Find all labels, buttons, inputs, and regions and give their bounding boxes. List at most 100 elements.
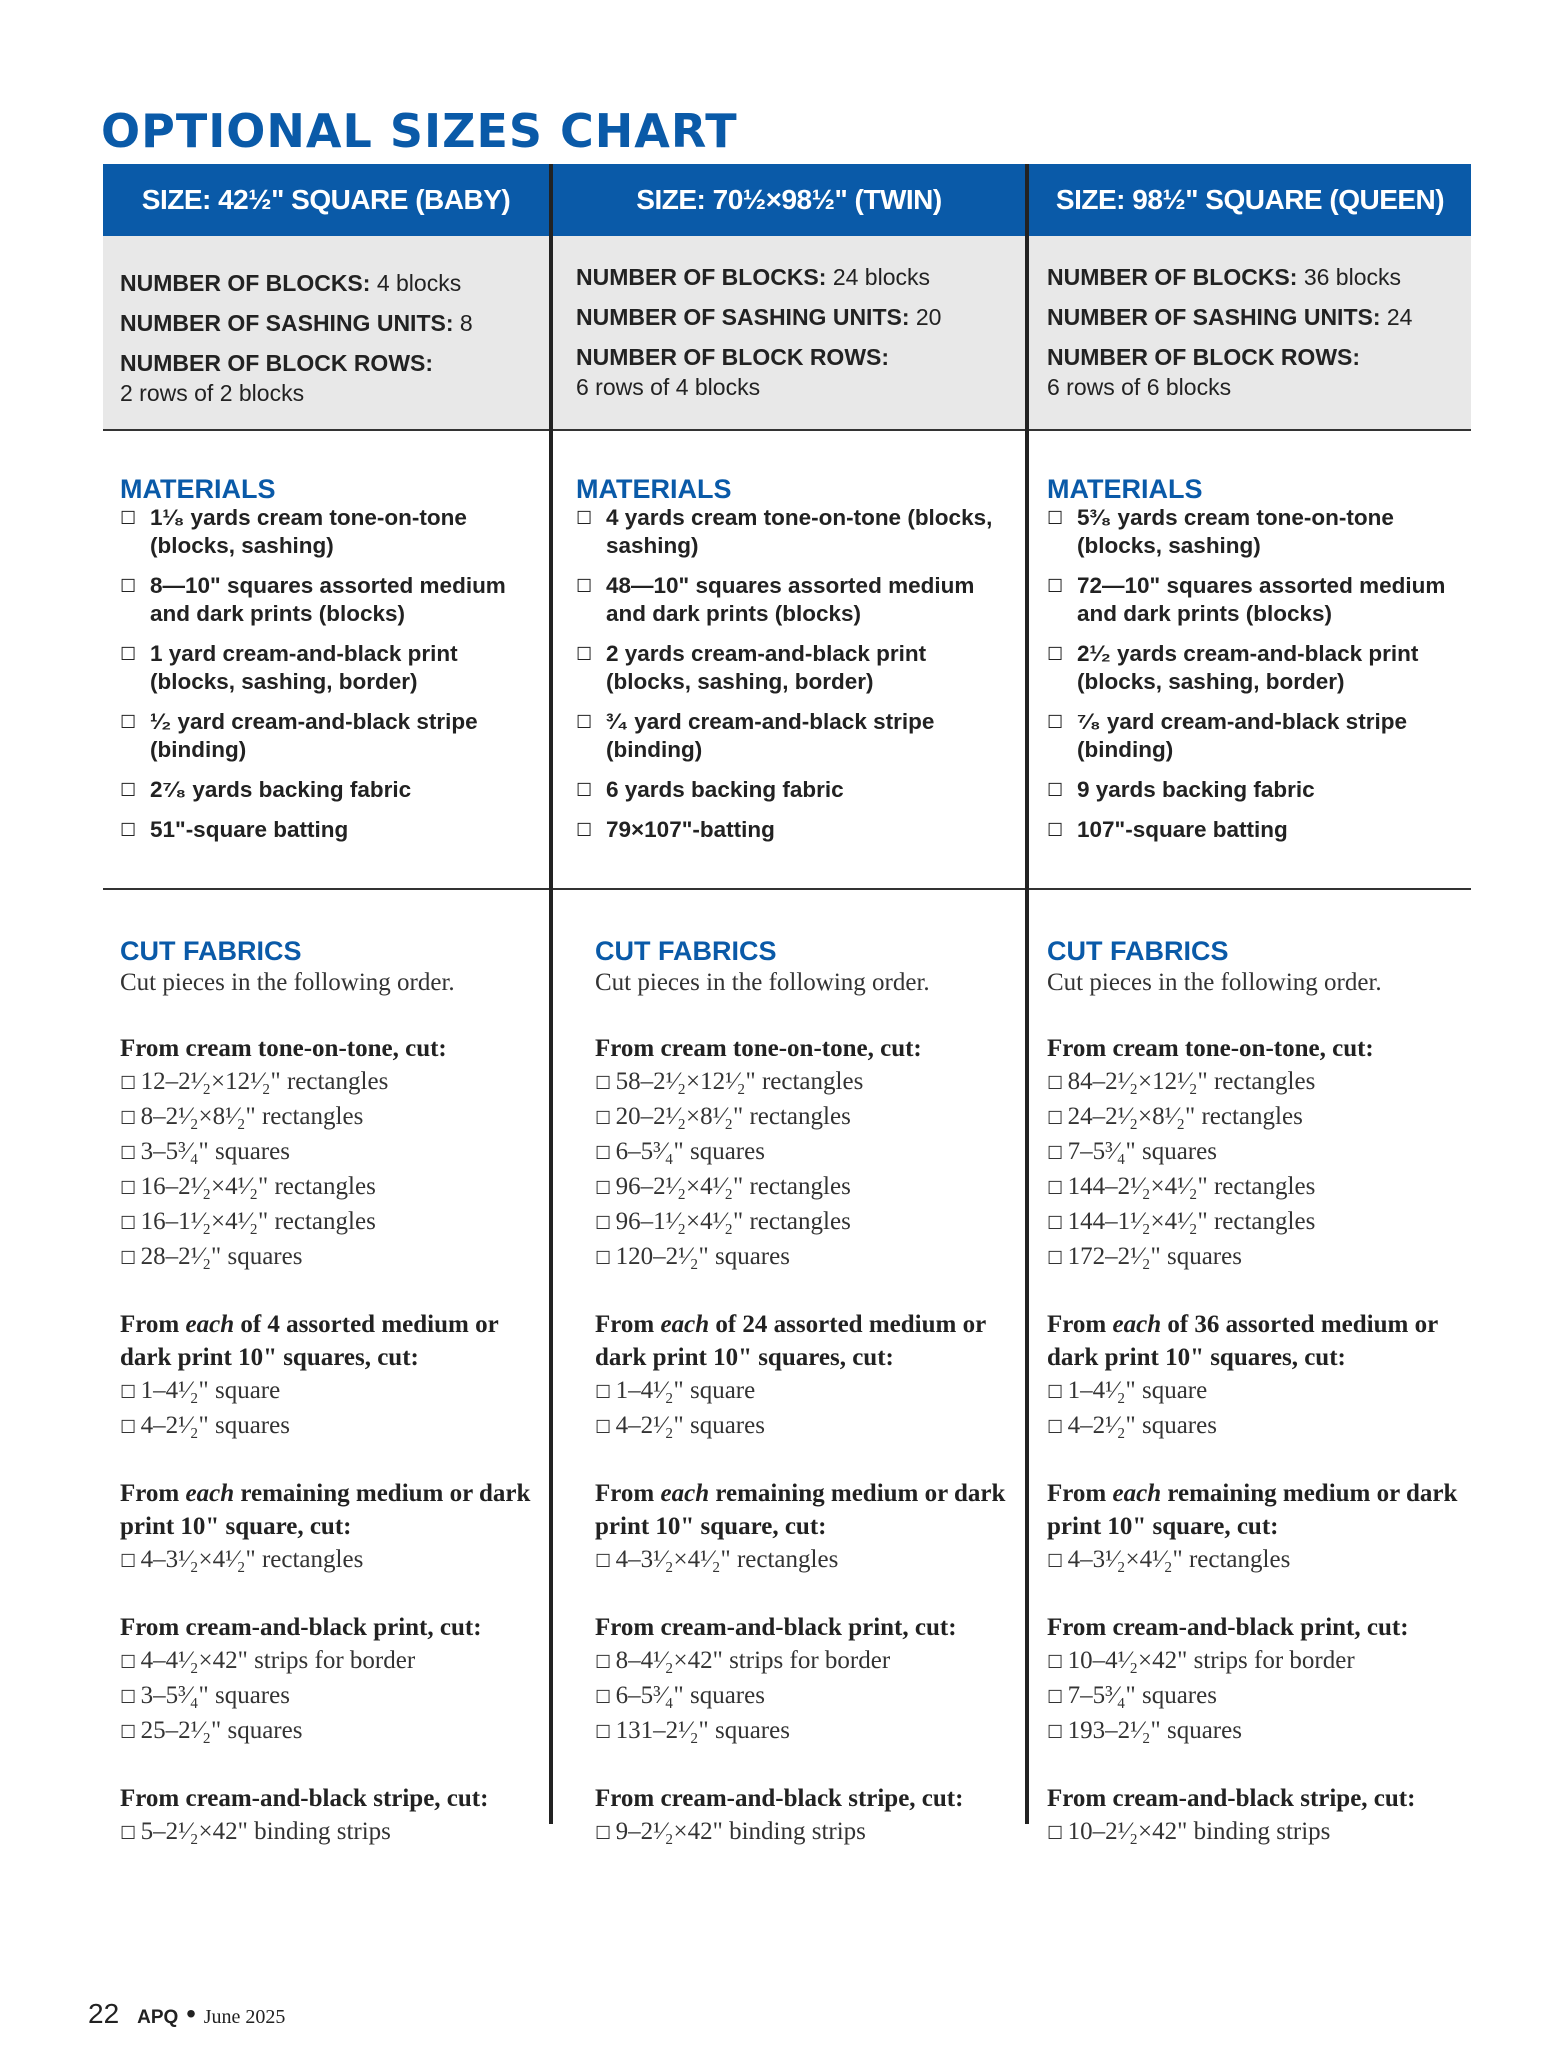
cut-text: 144–2¹⁄₂×4¹⁄₂" rectangles: [1067, 1173, 1316, 1200]
empty-checkbox-icon: ☐: [120, 1213, 141, 1233]
empty-checkbox-icon: ☐: [1047, 1248, 1068, 1268]
heading-text: From cream-and-black stripe, cut:: [120, 1785, 489, 1812]
empty-checkbox-icon: ☐: [576, 576, 593, 596]
empty-checkbox-icon: ☐: [1047, 576, 1064, 596]
cut-text: 5–2¹⁄₂×42" binding strips: [140, 1818, 391, 1845]
material-item: ☐ 1 yard cream-and-black print (blocks, s…: [120, 640, 539, 696]
blocks-info: NUMBER OF BLOCKS: 24 blocks: [576, 262, 941, 292]
blocks-value: 4 blocks: [376, 270, 462, 296]
blocks-label: NUMBER OF BLOCKS:: [120, 270, 371, 296]
size-column: SIZE: 98½" SQUARE (QUEEN) NUMBER OF BLOCK…: [1025, 164, 1471, 1845]
blocks-value: 36 blocks: [1303, 264, 1401, 290]
material-text: ⁷⁄₈ yard cream-and-black stripe (binding…: [1077, 709, 1407, 762]
heading-text: remaining medium or dark print 10" squar…: [120, 1480, 531, 1540]
rows-label: NUMBER OF BLOCK ROWS:: [120, 350, 434, 376]
empty-checkbox-icon: ☐: [1047, 1687, 1068, 1707]
cut-item: ☐ 16–2¹⁄₂×4¹⁄₂" rectangles: [120, 1170, 541, 1205]
cut-item: ☐ 6–5³⁄₄" squares: [595, 1679, 1017, 1714]
cut-item: ☐ 28–2¹⁄₂" squares: [120, 1240, 541, 1275]
cut-fabrics-section: CUT FABRICS Cut pieces in the following o…: [120, 936, 541, 1883]
cut-group-heading: From cream tone-on-tone, cut:: [595, 1032, 1017, 1065]
cut-text: 6–5³⁄₄" squares: [615, 1682, 765, 1709]
cut-group-heading: From each of 36 assorted medium or dark …: [1047, 1308, 1463, 1374]
cut-text: 144–1¹⁄₂×4¹⁄₂" rectangles: [1067, 1208, 1316, 1235]
empty-checkbox-icon: ☐: [1047, 820, 1064, 840]
cut-group: From cream-and-black print, cut: ☐ 8–4¹⁄₂…: [595, 1611, 1017, 1749]
cut-item: ☐ 58–2¹⁄₂×12¹⁄₂" rectangles: [595, 1065, 1017, 1100]
cut-fabrics-section: CUT FABRICS Cut pieces in the following o…: [595, 936, 1017, 1883]
empty-checkbox-icon: ☐: [595, 1248, 616, 1268]
rows-value: 2 rows of 2 blocks: [120, 380, 305, 406]
cut-item: ☐ 8–4¹⁄₂×42" strips for border: [595, 1644, 1017, 1679]
material-item: ☐ 2¹⁄₂ yards cream-and-black print (block…: [1047, 640, 1461, 696]
cut-item: ☐ 4–4¹⁄₂×42" strips for border: [120, 1644, 541, 1679]
material-text: 107"-square batting: [1077, 817, 1288, 842]
rows-info: NUMBER OF BLOCK ROWS: 6 rows of 6 blocks: [1047, 342, 1412, 402]
cut-group-heading: From cream-and-black print, cut:: [1047, 1611, 1463, 1644]
materials-section: MATERIALS ☐ 5³⁄₈ yards cream tone-on-tone …: [1047, 474, 1461, 856]
cut-text: 10–2¹⁄₂×42" binding strips: [1067, 1818, 1331, 1845]
cut-group-heading: From cream-and-black stripe, cut:: [120, 1782, 541, 1815]
empty-checkbox-icon: ☐: [595, 1417, 616, 1437]
heading-text: From cream-and-black stripe, cut:: [595, 1785, 964, 1812]
size-header: SIZE: 42½" SQUARE (BABY): [141, 184, 511, 215]
cut-item: ☐ 96–2¹⁄₂×4¹⁄₂" rectangles: [595, 1170, 1017, 1205]
material-item: ☐ 107"-square batting: [1047, 816, 1461, 844]
sashing-label: NUMBER OF SASHING UNITS:: [1047, 304, 1381, 330]
cut-item: ☐ 4–3¹⁄₂×4¹⁄₂" rectangles: [595, 1543, 1017, 1578]
heading-text: From cream-and-black print, cut:: [595, 1614, 957, 1641]
empty-checkbox-icon: ☐: [120, 712, 137, 732]
cut-group-heading: From each of 24 assorted medium or dark …: [595, 1308, 1017, 1374]
blocks-label: NUMBER OF BLOCKS:: [576, 264, 827, 290]
empty-checkbox-icon: ☐: [120, 1722, 141, 1742]
empty-checkbox-icon: ☐: [120, 1652, 141, 1672]
cut-text: 3–5³⁄₄" squares: [140, 1138, 290, 1165]
cut-fabrics-heading: CUT FABRICS: [595, 936, 777, 966]
cut-item: ☐ 7–5³⁄₄" squares: [1047, 1135, 1463, 1170]
cut-text: 28–2¹⁄₂" squares: [140, 1243, 303, 1270]
cut-text: 7–5³⁄₄" squares: [1067, 1138, 1217, 1165]
heading-emphasis: each: [185, 1311, 235, 1338]
empty-checkbox-icon: ☐: [595, 1652, 616, 1672]
cut-text: 4–3¹⁄₂×4¹⁄₂" rectangles: [1067, 1546, 1291, 1573]
cut-item: ☐ 4–3¹⁄₂×4¹⁄₂" rectangles: [1047, 1543, 1463, 1578]
cut-item: ☐ 4–2¹⁄₂" squares: [120, 1409, 541, 1444]
sizes-chart-table: SIZE: 42½" SQUARE (BABY) NUMBER OF BLOCKS…: [103, 164, 1471, 1845]
empty-checkbox-icon: ☐: [576, 644, 593, 664]
empty-checkbox-icon: ☐: [120, 820, 137, 840]
cut-item: ☐ 144–2¹⁄₂×4¹⁄₂" rectangles: [1047, 1170, 1463, 1205]
material-text: 51"-square batting: [150, 817, 349, 842]
info-band: [103, 236, 1471, 431]
cut-text: 96–1¹⁄₂×4¹⁄₂" rectangles: [615, 1208, 851, 1235]
cut-text: 3–5³⁄₄" squares: [140, 1682, 290, 1709]
materials-section: MATERIALS ☐ 4 yards cream tone-on-tone (bl…: [576, 474, 1015, 856]
cut-text: 172–2¹⁄₂" squares: [1067, 1243, 1242, 1270]
empty-checkbox-icon: ☐: [120, 644, 137, 664]
material-text: ¹⁄₂ yard cream-and-black stripe (binding…: [150, 709, 478, 762]
cut-item: ☐ 84–2¹⁄₂×12¹⁄₂" rectangles: [1047, 1065, 1463, 1100]
heading-text: From cream tone-on-tone, cut:: [120, 1035, 447, 1062]
empty-checkbox-icon: ☐: [576, 712, 593, 732]
cut-text: 4–3¹⁄₂×4¹⁄₂" rectangles: [615, 1546, 839, 1573]
heading-text: From: [595, 1480, 661, 1507]
material-text: 79×107"-batting: [606, 817, 775, 842]
cut-text: 58–2¹⁄₂×12¹⁄₂" rectangles: [615, 1068, 864, 1095]
empty-checkbox-icon: ☐: [120, 1108, 141, 1128]
cut-item: ☐ 7–5³⁄₄" squares: [1047, 1679, 1463, 1714]
empty-checkbox-icon: ☐: [1047, 1213, 1068, 1233]
material-text: 5³⁄₈ yards cream tone-on-tone (blocks, s…: [1077, 505, 1394, 558]
cut-text: 84–2¹⁄₂×12¹⁄₂" rectangles: [1067, 1068, 1316, 1095]
cut-item: ☐ 193–2¹⁄₂" squares: [1047, 1714, 1463, 1749]
cut-group: From cream-and-black stripe, cut: ☐ 10–2¹…: [1047, 1782, 1463, 1850]
cut-group-heading: From cream tone-on-tone, cut:: [120, 1032, 541, 1065]
empty-checkbox-icon: ☐: [120, 1248, 141, 1268]
empty-checkbox-icon: ☐: [1047, 1652, 1068, 1672]
cut-item: ☐ 1–4¹⁄₂" square: [1047, 1374, 1463, 1409]
divider: [103, 888, 1471, 890]
material-item: ☐ 48—10" squares assorted medium and dark…: [576, 572, 1015, 628]
sashing-info: NUMBER OF SASHING UNITS: 20: [576, 302, 941, 332]
empty-checkbox-icon: ☐: [120, 1073, 141, 1093]
empty-checkbox-icon: ☐: [1047, 1551, 1068, 1571]
cut-group: From each remaining medium or dark print…: [1047, 1477, 1463, 1578]
heading-text: of 4 assorted medium or dark print 10" s…: [120, 1311, 499, 1371]
